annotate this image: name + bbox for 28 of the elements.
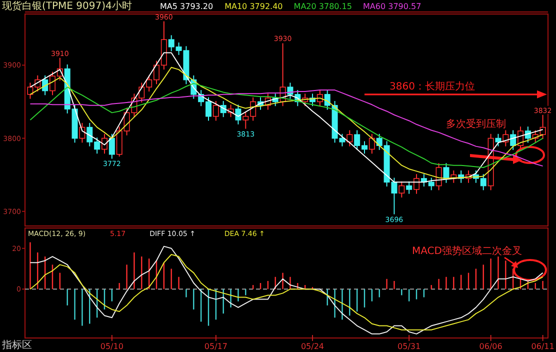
candlestick [443,162,450,184]
candlestick [398,180,405,198]
candlestick [368,133,375,154]
x-tick-label: 05/31 [398,342,421,351]
candlestick [108,133,115,160]
text: MA60 3790.57 [363,2,422,11]
chart-title: 现货白银(TPME 9097)4小时 [2,0,132,12]
text: MA5 3793.20 [160,2,214,11]
candlestick [346,130,353,147]
candlestick [414,174,420,194]
x-tick-label: 05/10 [100,342,124,351]
candlestick [436,162,442,191]
x-tick-label: 06/11 [531,342,554,351]
candlestick [502,130,509,147]
ref-line-label: 3860：长期压力位 [390,80,475,92]
x-tick-label: 05/17 [204,342,228,351]
x-tick-label: 05/24 [300,342,324,351]
candlestick [406,180,412,194]
text: 指标区 [1,339,32,351]
candlestick [510,130,516,150]
annotation: MACD强势区域二次金叉 [412,245,522,257]
x-tick-label: 06/06 [479,342,502,351]
candlestick [212,100,219,122]
candlestick [495,133,502,147]
annotation: 多次受到压制 [446,118,506,130]
text: MA10 3792.40 [224,2,283,11]
text: MA20 3780.15 [294,2,352,11]
candlestick [235,104,242,125]
